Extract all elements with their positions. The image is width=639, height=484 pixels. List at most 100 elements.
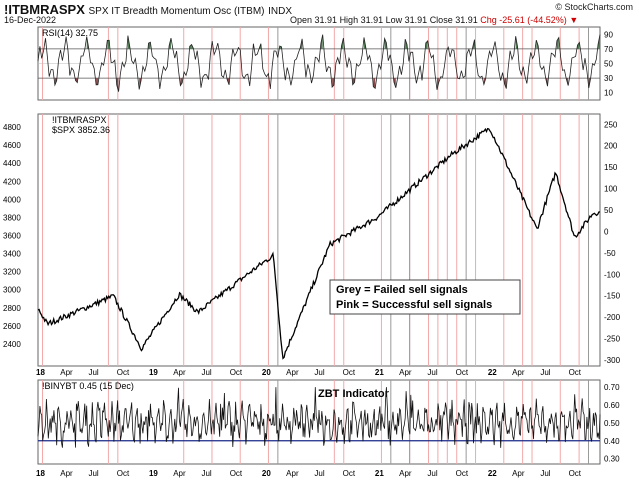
bottom-x-label-16: 22 — [488, 469, 497, 478]
spx-tick-label-2600: 2600 — [3, 322, 21, 331]
main-x-label-14: Jul — [427, 368, 437, 377]
rsi-legend: RSI(14) 32.75 — [42, 28, 98, 38]
main-x-label-2: Jul — [88, 368, 98, 377]
bottom-x-label-4: 19 — [149, 469, 158, 478]
rsi-ob-fill-289 — [577, 42, 580, 49]
bottom-x-axis: 18 Apr Jul Oct 19 Apr Jul Oct 20 Apr Jul Oct 21 Apr Ju… — [36, 469, 582, 478]
main-x-label-3: Oct — [117, 368, 130, 377]
itbm-tick-label-200: 200 — [604, 142, 618, 151]
itbm-tick-label--150: -150 — [604, 292, 621, 301]
rsi-os-fill-158 — [332, 78, 334, 88]
main-x-label-17: Apr — [512, 368, 525, 377]
indicator-title: SPX IT Breadth Momentum Osc (ITBM) — [88, 6, 265, 17]
bottom-x-label-17: Apr — [512, 469, 525, 478]
main-panel-frame — [37, 113, 601, 367]
down-arrow-icon: ▼ — [569, 15, 579, 25]
spx-tick-label-3400: 3400 — [3, 250, 21, 259]
rsi-os-fill-32 — [96, 78, 98, 85]
spx-tick-label-3800: 3800 — [3, 213, 21, 222]
annotation-box — [329, 279, 521, 315]
symbol-text: !ITBMRASPX — [4, 2, 85, 17]
spx-tick-label-3000: 3000 — [3, 286, 21, 295]
change-value: Chg -25.61 (-44.52%) — [480, 15, 567, 25]
bottom-x-label-14: Jul — [427, 469, 437, 478]
bottom-x-label-18: Jul — [540, 469, 550, 478]
itbm-tick-label-0: 0 — [604, 227, 609, 236]
main-x-label-6: Jul — [201, 368, 211, 377]
spx-tick-label-4200: 4200 — [3, 177, 21, 186]
zbt-series-line — [37, 387, 601, 448]
itbm-tick-label--50: -50 — [604, 249, 616, 258]
bottom-x-label-10: Jul — [314, 469, 324, 478]
zbt-tick-label-0.5: 0.50 — [604, 419, 620, 428]
zbt-title: ZBT Indicator — [318, 388, 390, 400]
main-x-label-16: 22 — [488, 368, 497, 377]
main-x-label-12: 21 — [375, 368, 384, 377]
spx-tick-label-3600: 3600 — [3, 231, 21, 240]
itbm-tick-label-100: 100 — [604, 185, 618, 194]
chart-symbol: !ITBMRASPX SPX IT Breadth Momentum Osc (… — [4, 2, 292, 17]
main-x-label-13: Apr — [399, 368, 412, 377]
bottom-x-label-7: Oct — [230, 469, 243, 478]
main-legend-itbm: !ITBMRASPX — [52, 115, 107, 125]
rsi-ob-fill-186 — [384, 38, 387, 49]
rsi-os-fill-250 — [504, 78, 507, 89]
rsi-tick-label-70: 70 — [604, 45, 613, 54]
itbm-tick-label--250: -250 — [604, 335, 621, 344]
itbm-tick-label--200: -200 — [604, 313, 621, 322]
bottom-x-label-13: Apr — [399, 469, 412, 478]
zbt-tick-label-0.6: 0.60 — [604, 401, 620, 410]
spx-tick-label-4000: 4000 — [3, 195, 21, 204]
exchange-label: INDX — [268, 6, 293, 17]
close-value: Close 31.91 — [429, 15, 478, 25]
ohlc-readout: Open 31.91 High 31.91 Low 31.91 Close 31… — [290, 15, 578, 25]
itbm-tick-label--100: -100 — [604, 270, 621, 279]
rsi-tick-label-50: 50 — [604, 60, 613, 69]
bottom-x-label-1: Apr — [60, 469, 73, 478]
rsi-series-line — [37, 34, 601, 92]
main-x-label-19: Oct — [569, 368, 582, 377]
main-x-label-15: Oct — [456, 368, 469, 377]
spx-tick-label-4800: 4800 — [3, 123, 21, 132]
spx-tick-label-3200: 3200 — [3, 268, 21, 277]
rsi-os-fill-169 — [352, 78, 355, 85]
bottom-x-label-0: 18 — [36, 469, 45, 478]
zbt-tick-label-0.3: 0.30 — [604, 455, 620, 464]
zbt-tick-label-0.4: 0.40 — [604, 437, 620, 446]
rsi-tick-label-90: 90 — [604, 30, 613, 39]
bottom-x-label-3: Oct — [117, 469, 130, 478]
rsi-os-fill-180 — [373, 78, 376, 89]
spx-tick-label-4600: 4600 — [3, 141, 21, 150]
itbm-tick-label-250: 250 — [604, 120, 618, 129]
main-panel: !ITBMRASPX $SPX 3852.36 2400 2600 2800 3000… — [3, 115, 621, 365]
main-x-label-7: Oct — [230, 368, 243, 377]
main-x-label-18: Jul — [540, 368, 550, 377]
main-x-label-0: 18 — [36, 368, 45, 377]
spx-tick-label-2800: 2800 — [3, 304, 21, 313]
zbt-tick-label-0.7: 0.70 — [604, 383, 620, 392]
rsi-tick-label-10: 10 — [604, 89, 613, 98]
itbm-tick-label-50: 50 — [604, 206, 613, 215]
bottom-x-label-11: Oct — [343, 469, 356, 478]
bottom-x-label-5: Apr — [173, 469, 186, 478]
main-x-label-11: Oct — [343, 368, 356, 377]
bottom-x-label-19: Oct — [569, 469, 582, 478]
main-x-label-4: 19 — [149, 368, 158, 377]
spx-tick-label-4400: 4400 — [3, 159, 21, 168]
open-value: Open 31.91 — [290, 15, 338, 25]
main-legend-spx: $SPX 3852.36 — [52, 125, 110, 135]
main-x-label-10: Jul — [314, 368, 324, 377]
main-x-label-1: Apr — [60, 368, 73, 377]
main-x-axis: 18 Apr Jul Oct 19 Apr Jul Oct 20 Apr Jul Oct 21 Apr Ju… — [36, 368, 582, 377]
main-x-label-8: 20 — [262, 368, 271, 377]
bottom-x-label-2: Jul — [88, 469, 98, 478]
high-value: High 31.91 — [339, 15, 384, 25]
bottom-x-label-8: 20 — [262, 469, 271, 478]
rsi-ob-fill-60 — [148, 42, 151, 49]
rsi-os-fill-77 — [180, 78, 183, 86]
rsi-panel: RSI(14) 32.75 10 30 50 70 90 — [37, 28, 613, 98]
spx-series-line — [37, 127, 601, 360]
low-value: Low 31.91 — [385, 15, 428, 25]
brand-watermark: © StockCharts.com — [555, 2, 633, 12]
